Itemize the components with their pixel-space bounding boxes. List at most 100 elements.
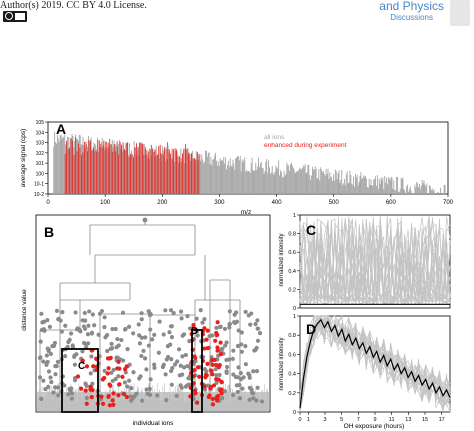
dendrogram-node-highlight — [116, 393, 121, 398]
dendrogram-node — [129, 398, 134, 403]
dendrogram-node — [255, 318, 260, 323]
dendrogram-node-highlight — [215, 320, 220, 325]
dendrogram-node — [193, 359, 198, 364]
panel-d-xtick-label: 7 — [357, 417, 360, 423]
panel-d-xtick-label: 11 — [389, 417, 395, 423]
dendrogram-node — [252, 348, 257, 353]
dendrogram-node-highlight — [205, 361, 210, 367]
dendrogram-node — [243, 362, 248, 367]
panel-a-ytick-label: 102 — [36, 151, 45, 157]
dendrogram-node-highlight — [205, 328, 210, 333]
dendrogram-node — [41, 378, 46, 383]
panel-c-frame — [299, 214, 451, 309]
dendrogram-node-highlight — [194, 400, 200, 405]
panel-a-ytick-label: 103 — [36, 141, 45, 147]
dendrogram-node — [257, 331, 263, 336]
dendrogram-node — [255, 338, 261, 343]
panel-d-ytick-label: 0.4 — [288, 372, 296, 378]
dendrogram-node — [110, 378, 115, 384]
dendrogram-node — [214, 373, 219, 378]
dendrogram-node — [136, 322, 141, 327]
dendrogram-node — [152, 332, 157, 337]
panel-d-ticks: 00.20.40.60.810 1 3 5 7 9 11 13 15 17 — [288, 314, 444, 423]
dendrogram-node — [129, 386, 134, 391]
panel-c-trace — [299, 217, 451, 305]
panel-d-ytick-label: 0.8 — [288, 333, 296, 339]
dendrogram-node — [92, 323, 97, 328]
dendrogram-node — [147, 386, 152, 391]
dendrogram-node-highlight — [106, 366, 111, 371]
panel-c-ticks: 0 0.2 0.4 0.6 0.8 1 — [288, 213, 300, 312]
panel-d-trace — [299, 315, 451, 413]
dendrogram-node — [169, 335, 175, 340]
dendrogram-node-highlight — [208, 384, 214, 389]
dendrogram-node — [145, 391, 150, 397]
dendrogram-node — [169, 382, 174, 387]
dendrogram-node — [214, 325, 219, 330]
panel-c-ytick-label: 0.4 — [288, 269, 296, 275]
dendrogram-node — [51, 390, 56, 395]
dendrogram-node — [139, 335, 144, 340]
dendrogram-node — [247, 372, 252, 378]
cluster-box-c-label: C — [78, 361, 85, 372]
panel-c-ytick-label: 0 — [293, 306, 296, 312]
dendrogram-node — [137, 333, 142, 338]
dendrogram-node — [128, 394, 133, 399]
dendrogram-node — [102, 315, 107, 320]
dendrogram-node — [161, 332, 166, 337]
dendrogram-node — [115, 336, 120, 342]
panel-d-trace — [299, 314, 451, 413]
dendrogram-node — [178, 363, 183, 368]
panel-a-bars — [53, 131, 446, 194]
dendrogram-node — [125, 384, 130, 389]
dendrogram-node — [157, 319, 162, 324]
dendrogram-node — [198, 308, 203, 313]
dendrogram-node — [74, 352, 79, 357]
dendrogram-node — [231, 372, 236, 377]
dendrogram-node — [69, 396, 75, 401]
dendrogram-node — [46, 347, 51, 352]
license-line: Author(s) 2019. CC BY 4.0 License. — [0, 0, 147, 11]
dendrogram-node — [63, 354, 68, 359]
dendrogram-node — [88, 371, 93, 376]
dendrogram-node — [139, 317, 144, 322]
dendrogram-node — [125, 347, 130, 352]
dendrogram-node — [224, 357, 229, 363]
dendrogram-node — [102, 368, 107, 373]
dendrogram-node — [186, 376, 191, 381]
panel-d-xtick-label: 0 — [298, 417, 301, 423]
panel-a-ylabel: average signal (cps) — [20, 129, 27, 188]
panel-a-ticks: 0 100 200 300 400 500 600 700 10-2 10-1 100 101 102 1… — [34, 120, 454, 206]
dendrogram-node — [47, 324, 53, 330]
dendrogram-node — [164, 398, 169, 403]
dendrogram-node — [235, 389, 240, 395]
dendrogram-node — [137, 341, 143, 346]
dendrogram-node — [167, 330, 172, 335]
dendrogram-node-highlight — [202, 346, 207, 351]
dendrogram-node-highlight — [122, 392, 127, 397]
dendrogram-node — [239, 342, 244, 347]
dendrogram-node — [78, 329, 83, 334]
dendrogram-node — [164, 357, 169, 362]
dendrogram-node-highlight — [80, 359, 85, 364]
dendrogram-node — [253, 322, 258, 327]
dendrogram-node-highlight — [88, 384, 93, 389]
dendrogram-node — [55, 359, 61, 365]
dendrogram-node — [255, 326, 261, 331]
dendrogram-node — [217, 372, 222, 378]
dendrogram-node — [238, 377, 243, 382]
dendrogram-node — [249, 311, 254, 316]
dendrogram-node — [60, 310, 65, 315]
dendrogram-node — [185, 314, 190, 319]
cluster-box-d — [191, 329, 203, 413]
dendrogram-node — [90, 381, 95, 386]
panel-c-trace — [299, 219, 451, 305]
panel-a-ytick-label: 10-1 — [34, 182, 44, 188]
dendrogram-node — [139, 353, 144, 359]
dendrogram-node — [68, 388, 73, 393]
dendrogram-node — [63, 323, 68, 328]
dendrogram-node — [172, 362, 178, 367]
dendrogram-node — [87, 309, 92, 314]
panel-a-xtick-label: 500 — [329, 200, 340, 206]
dendrogram-node-highlight — [204, 337, 209, 342]
